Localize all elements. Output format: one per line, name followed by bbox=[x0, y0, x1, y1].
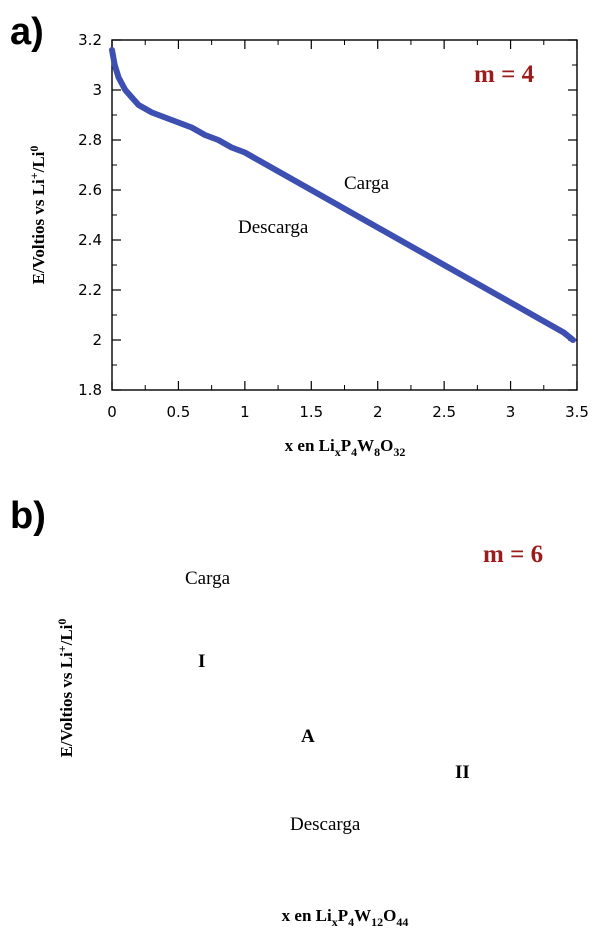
x-axis-title-b-mid1: P bbox=[338, 906, 348, 925]
annotation-m-b: m = 6 bbox=[483, 541, 543, 568]
label-discharge-a: Descarga bbox=[238, 217, 309, 238]
y-axis-title-b-text: E/Voltios vs Li bbox=[57, 652, 76, 757]
x-axis-title-b-mid3: O bbox=[383, 906, 396, 925]
x-tick-labels-a: 0 0.5 1 1.5 2 2.5 3 3.5 bbox=[107, 403, 589, 421]
annotation-m-a: m = 4 bbox=[474, 61, 535, 88]
x-axis-title-b-sub2: 4 bbox=[348, 915, 354, 929]
y-axis-title-b-mid: /Li bbox=[57, 624, 76, 646]
y-axis-title-b: E/Voltios vs Li+/Li0 bbox=[55, 619, 76, 758]
panel-a-label: a) bbox=[10, 11, 44, 53]
label-region-I-b: I bbox=[198, 651, 205, 672]
tick-marks-a bbox=[111, 39, 578, 391]
x-axis-title-a-sub1: x bbox=[335, 445, 341, 459]
label-charge-a: Carga bbox=[344, 173, 390, 194]
x-tick-label-a: 3 bbox=[506, 403, 516, 421]
y-axis-title-a: E/Voltios vs Li+/Li0 bbox=[27, 146, 48, 285]
x-axis-title-a-mid2: W bbox=[357, 436, 374, 455]
x-axis-title-b-mid2: W bbox=[354, 906, 371, 925]
y-tick-label-a: 2.4 bbox=[78, 231, 102, 249]
y-tick-label-a: 2.8 bbox=[78, 131, 102, 149]
x-axis-title-b-sub1: x bbox=[332, 915, 338, 929]
y-tick-labels-a: 1.8 2 2.2 2.4 2.6 2.8 3 3.2 bbox=[78, 31, 102, 399]
x-tick-label-a: 2.5 bbox=[432, 403, 456, 421]
y-tick-label-a: 1.8 bbox=[78, 381, 102, 399]
x-axis-title-b-sub3: 12 bbox=[371, 915, 383, 929]
x-axis-title-a-sub2: 4 bbox=[351, 445, 357, 459]
x-axis-title-a-mid1: P bbox=[341, 436, 351, 455]
x-axis-title-a-sub3: 8 bbox=[374, 445, 380, 459]
y-tick-label-a: 3.2 bbox=[78, 31, 102, 49]
discharge-curve-a bbox=[109, 47, 576, 343]
y-tick-label-a: 2.6 bbox=[78, 181, 102, 199]
x-tick-label-a: 0.5 bbox=[166, 403, 190, 421]
x-tick-label-a: 3.5 bbox=[565, 403, 589, 421]
y-axis-title-b-sup2: 0 bbox=[55, 619, 69, 625]
y-axis-title-a-sup2: 0 bbox=[27, 146, 41, 152]
y-tick-label-a: 2.2 bbox=[78, 281, 102, 299]
x-tick-label-a: 1 bbox=[240, 403, 250, 421]
x-axis-title-a-text: x en Li bbox=[285, 436, 335, 455]
panel-b-label: b) bbox=[10, 495, 46, 537]
label-region-II-b: II bbox=[455, 762, 470, 783]
x-tick-label-a: 0 bbox=[107, 403, 117, 421]
y-axis-title-a-sup1: + bbox=[27, 172, 41, 179]
panel-a: a) 0 0.5 1 1.5 2 2.5 3 3.5 1.8 2 2.2 2.4 2.6 2.8 3 3.2… bbox=[10, 11, 589, 459]
y-tick-label-a: 2 bbox=[92, 331, 102, 349]
x-axis-title-b: x en LixP4W12O44 bbox=[282, 906, 409, 929]
plot-frame-a bbox=[111, 39, 578, 391]
label-discharge-b: Descarga bbox=[290, 814, 361, 835]
label-region-A-b: A bbox=[301, 726, 315, 747]
label-charge-b: Carga bbox=[185, 568, 231, 589]
y-tick-label-a: 3 bbox=[92, 81, 102, 99]
y-axis-title-b-sup1: + bbox=[55, 645, 69, 652]
x-axis-title-a-mid3: O bbox=[380, 436, 393, 455]
panel-b: b) m = 6 Carga I A II Descarga x en LixP… bbox=[10, 495, 543, 929]
x-axis-title-b-text: x en Li bbox=[282, 906, 332, 925]
x-axis-title-a-sub4: 32 bbox=[393, 445, 405, 459]
y-axis-title-a-mid: /Li bbox=[29, 151, 48, 173]
x-axis-title-a: x en LixP4W8O32 bbox=[285, 436, 406, 459]
y-axis-title-a-text: E/Voltios vs Li bbox=[29, 179, 48, 284]
x-tick-label-a: 1.5 bbox=[299, 403, 323, 421]
x-axis-title-b-sub4: 44 bbox=[396, 915, 408, 929]
x-tick-label-a: 2 bbox=[373, 403, 383, 421]
